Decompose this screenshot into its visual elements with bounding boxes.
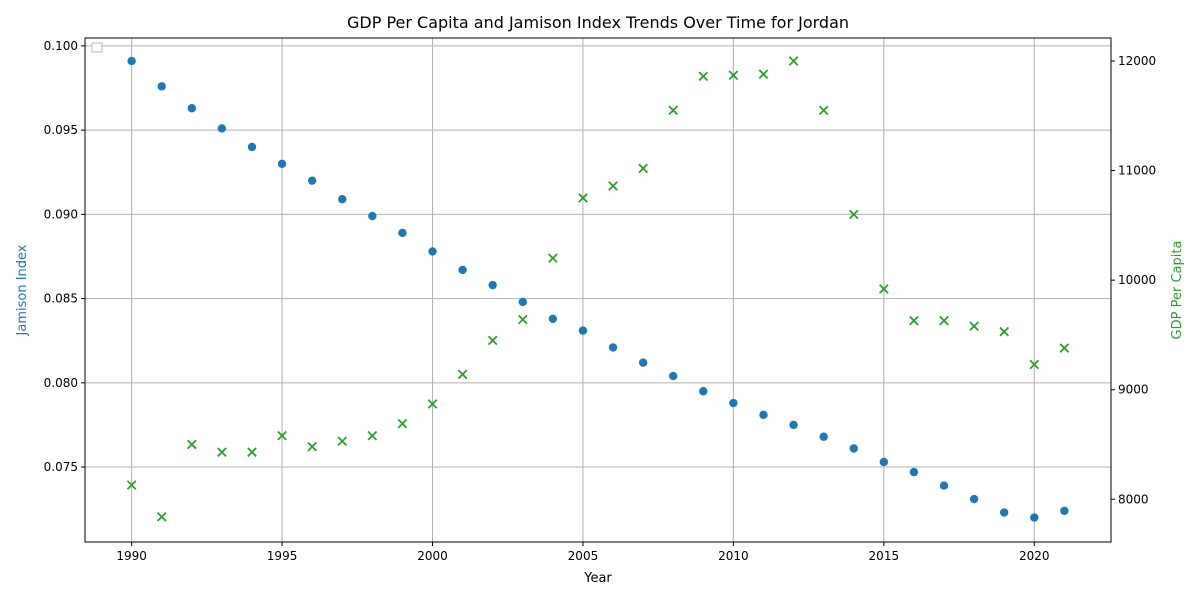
gdp-per-capita-point (1059, 343, 1070, 353)
gdp-per-capita-point (186, 439, 197, 450)
jamison-index-point (518, 297, 527, 307)
legend-box (91, 42, 103, 53)
jamison-index-point (247, 142, 257, 152)
jamison-index-point (729, 398, 738, 408)
gdp-per-capita-point (247, 447, 257, 457)
jamison-index-point (879, 457, 889, 467)
plot-frame (84, 37, 1112, 543)
x-axis-label: Year (583, 571, 612, 586)
gdp-per-capita-point (909, 315, 919, 326)
jamison-index-point (789, 420, 798, 430)
gdp-per-capita-point (307, 441, 318, 452)
x-tick-label: 2010 (718, 549, 749, 563)
gdp-per-capita-point (487, 335, 498, 346)
jamison-index-point (338, 195, 347, 204)
jamison-index-point (669, 371, 678, 381)
gdp-per-capita-point (548, 253, 558, 264)
gdp-per-capita-point (608, 181, 618, 191)
gdp-per-capita-point (999, 326, 1010, 337)
gdp-per-capita-point (878, 284, 889, 294)
jamison-index-point (608, 343, 618, 352)
gdp-per-capita-point (427, 399, 438, 409)
jamison-index-point (939, 481, 949, 490)
chart-title: GDP Per Capita and Jamison Index Trends … (347, 13, 849, 32)
gdp-per-capita-point (728, 70, 739, 81)
jamison-index-point (398, 228, 407, 238)
jamison-index-point (217, 124, 227, 133)
x-tick-label: 2015 (869, 549, 900, 563)
gdp-per-capita-point (397, 418, 408, 429)
y-left-tick-label: 0.100 (44, 39, 78, 53)
y-left-tick-label: 0.085 (44, 292, 78, 306)
gdp-per-capita-point (367, 430, 378, 441)
y-right-tick-label: 11000 (1118, 164, 1156, 178)
x-tick-label: 2005 (568, 549, 599, 563)
y-axis-left-label: Jamison Index (15, 244, 30, 336)
jamison-index-point (187, 104, 197, 113)
x-tick-label: 2020 (1019, 549, 1050, 563)
y-left-tick-label: 0.090 (44, 207, 78, 221)
gdp-per-capita-point (457, 369, 468, 380)
y-left-tick-label: 0.080 (44, 376, 78, 390)
jamison-index-point (638, 358, 648, 367)
y-left-tick-label: 0.095 (44, 123, 78, 137)
x-tick-label: 1990 (116, 549, 147, 563)
gdp-per-capita-point (517, 314, 528, 325)
jamison-index-point (548, 314, 558, 324)
jamison-index-point (999, 508, 1009, 517)
jamison-index-point (1060, 506, 1069, 516)
jamison-index-point (1030, 513, 1039, 522)
jamison-index-point (819, 432, 828, 441)
gdp-per-capita-point (848, 209, 859, 220)
jamison-index-point (157, 82, 166, 91)
jamison-index-point (909, 467, 919, 477)
jamison-index-point (458, 265, 467, 275)
gdp-per-capita-point (217, 447, 227, 457)
gdp-per-capita-point (698, 71, 709, 82)
jamison-index-point (849, 444, 858, 453)
jamison-index-point (488, 280, 497, 290)
jamison-index-point (759, 410, 768, 420)
x-tick-label: 2000 (417, 549, 448, 563)
jamison-index-point (277, 159, 287, 169)
jamison-index-point (699, 387, 708, 396)
gdp-per-capita-point (337, 436, 348, 447)
jamison-index-point (578, 326, 588, 335)
axis-ticks: 1990 1995 2000 2005 2010 2015 2020 0.075 0.080 0.… (44, 39, 1157, 563)
y-right-tick-label: 10000 (1118, 273, 1156, 287)
y-right-tick-label: 9000 (1118, 383, 1149, 397)
gdp-per-capita-point (939, 315, 949, 326)
jamison-index-point (307, 176, 317, 185)
jamison-index-point (428, 247, 437, 256)
y-axis-right-label: GDP Per Capita (1170, 241, 1185, 340)
gdp-per-capita-point (668, 105, 679, 116)
jamison-index-point (969, 494, 979, 504)
data-marks (126, 56, 1070, 522)
gdp-per-capita-point (758, 69, 769, 79)
gdp-per-capita-point (969, 321, 979, 331)
gdp-per-capita-point (788, 56, 799, 66)
gdp-per-capita-point (1029, 359, 1040, 370)
x-tick-label: 1995 (267, 549, 298, 563)
gdp-per-capita-point (156, 511, 167, 522)
gdp-per-capita-point (638, 163, 648, 174)
gdp-per-capita-point (126, 480, 137, 490)
y-right-tick-label: 12000 (1118, 54, 1156, 68)
jamison-index-point (127, 56, 136, 66)
gdp-per-capita-point (277, 430, 287, 441)
gdp-per-capita-point (818, 105, 829, 116)
y-left-tick-label: 0.075 (44, 460, 78, 474)
jamison-index-point (368, 211, 377, 221)
gdp-per-capita-point (578, 193, 588, 203)
y-right-tick-label: 8000 (1118, 492, 1149, 506)
